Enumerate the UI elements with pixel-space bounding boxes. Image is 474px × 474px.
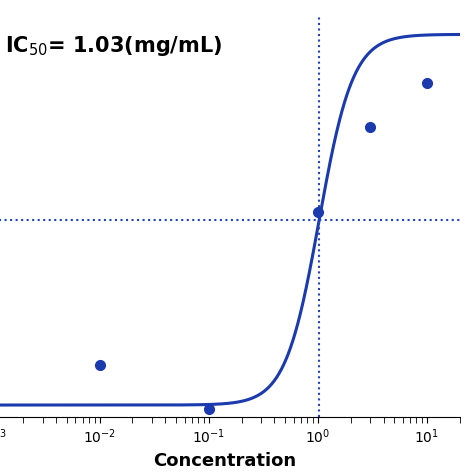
Text: IC$_{50}$= 1.03(mg/mL): IC$_{50}$= 1.03(mg/mL) (5, 35, 222, 58)
X-axis label: Concentration: Concentration (154, 452, 297, 470)
